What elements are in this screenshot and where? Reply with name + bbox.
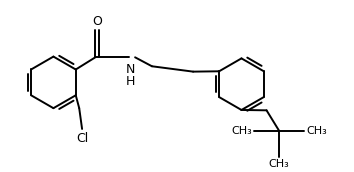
Text: CH₃: CH₃	[232, 126, 252, 136]
Text: N
H: N H	[126, 63, 135, 88]
Text: O: O	[92, 15, 102, 28]
Text: CH₃: CH₃	[306, 126, 327, 136]
Text: CH₃: CH₃	[269, 159, 290, 169]
Text: Cl: Cl	[76, 132, 88, 145]
